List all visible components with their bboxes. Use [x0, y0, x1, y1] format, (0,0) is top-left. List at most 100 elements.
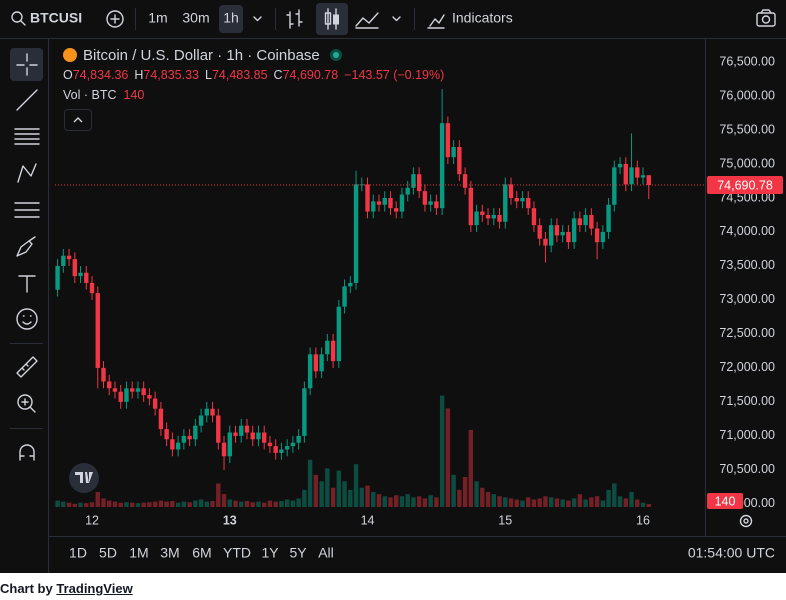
volume-bar: [353, 464, 359, 507]
candle-body: [348, 282, 353, 287]
interval[interactable]: 1m: [148, 10, 167, 26]
candle-body: [147, 395, 152, 399]
range-button[interactable]: YTD: [223, 545, 251, 561]
candle-body: [112, 388, 118, 392]
candle-body: [198, 415, 204, 426]
brush-tool[interactable]: [16, 236, 36, 257]
x-tick-label: 15: [498, 513, 512, 527]
volume-bar: [434, 497, 439, 507]
candles-style: [324, 12, 332, 25]
range-button[interactable]: 5D: [99, 545, 117, 561]
volume-bar: [468, 429, 474, 507]
volume-bar: [376, 494, 382, 507]
fib-tool[interactable]: [14, 128, 40, 145]
volume-bar: [233, 500, 238, 507]
candle-body: [462, 174, 468, 188]
volume-bar: [617, 496, 623, 507]
volume-bar: [181, 501, 187, 507]
candle-body: [325, 340, 330, 355]
candle-body: [388, 197, 393, 209]
active-interval: [219, 5, 243, 33]
volume-bar: [485, 492, 491, 507]
clock[interactable]: 01:54:00 UTC: [688, 545, 775, 561]
interval-menu[interactable]: [253, 16, 262, 22]
y-tick-label: 74,000.00: [719, 224, 775, 238]
volume-bar: [600, 500, 606, 507]
candle-body: [646, 175, 651, 185]
volume-bar: [302, 489, 307, 507]
snapshot-button[interactable]: [756, 9, 776, 27]
prediction-tool[interactable]: [14, 202, 40, 218]
footer-link[interactable]: TradingView: [56, 581, 133, 596]
zoom-tool[interactable]: [17, 394, 33, 410]
volume-bar: [554, 498, 560, 507]
volume-bar: [319, 481, 324, 507]
plus-icon: [106, 10, 124, 28]
y-tick-label: 76,500.00: [719, 54, 775, 68]
candle-body: [577, 218, 583, 226]
last-price-label: 74,690.78: [717, 178, 773, 192]
y-tick-label: 75,500.00: [719, 122, 775, 136]
style-menu[interactable]: [392, 16, 401, 22]
candle-body: [589, 214, 594, 229]
market-status-dot: [332, 52, 339, 58]
volume-bar: [394, 495, 399, 507]
volume-bar: [348, 489, 353, 507]
range-button[interactable]: 1D: [69, 545, 87, 561]
magnet-tool[interactable]: [19, 444, 35, 461]
volume-bar: [307, 459, 313, 507]
candle-body: [221, 442, 227, 457]
symbol-search[interactable]: BTCUSI: [11, 10, 82, 26]
ohlc-letter: C: [273, 68, 283, 82]
candle-body: [284, 446, 290, 450]
volume-bar: [399, 496, 405, 507]
text-tool[interactable]: [18, 275, 36, 293]
icon-tool[interactable]: [16, 308, 38, 330]
volume-bar: [548, 497, 554, 507]
active-tool: [10, 48, 43, 81]
settings-icon[interactable]: [739, 514, 753, 528]
volume-bar: [640, 502, 646, 507]
volume-bar: [216, 483, 221, 507]
logo[interactable]: [69, 463, 99, 493]
interval[interactable]: 30m: [182, 10, 209, 26]
bars-style[interactable]: [286, 9, 303, 29]
candle-body: [233, 432, 238, 436]
candle-body: [175, 442, 181, 450]
volume-bar: [365, 485, 370, 507]
volume-bar: [388, 497, 393, 507]
crosshair-tool[interactable]: [16, 53, 38, 76]
volume-bar: [244, 501, 250, 507]
range-button[interactable]: 1Y: [261, 545, 279, 561]
volume-bar: [571, 498, 577, 507]
market-status[interactable]: [329, 49, 342, 61]
range-button[interactable]: All: [318, 545, 334, 561]
trendline-tool[interactable]: [16, 89, 38, 111]
volume-bar: [55, 500, 60, 507]
footer: Chart by TradingView: [0, 581, 133, 596]
candle-body: [497, 214, 502, 222]
interval[interactable]: 1h: [223, 10, 239, 26]
candle-body: [89, 282, 95, 294]
candle-body: [617, 163, 623, 168]
measure-tool[interactable]: [16, 356, 38, 378]
volume-bar: [514, 499, 519, 507]
ohlc-letter: H: [134, 68, 144, 82]
compare-button[interactable]: [106, 10, 124, 28]
range-button[interactable]: 1M: [129, 545, 148, 561]
range-button[interactable]: 6M: [192, 545, 211, 561]
chart: BTCUSI 1m 30m 1h Indicators: [0, 0, 786, 573]
candle-body: [290, 442, 296, 447]
y-tick-label: 71,500.00: [719, 394, 775, 408]
ohlc-value: 74,834.36: [72, 68, 129, 82]
candle-body: [422, 191, 428, 205]
collapse-legend[interactable]: [64, 109, 92, 131]
range-button[interactable]: 3M: [160, 545, 179, 561]
indicators-button[interactable]: Indicators: [427, 10, 513, 29]
range-button[interactable]: 5Y: [289, 545, 307, 561]
pattern-tool[interactable]: [17, 163, 37, 183]
area-style[interactable]: [355, 12, 379, 29]
candle-body: [158, 408, 164, 430]
volume-tag-label: 140: [715, 494, 736, 508]
last-price-tag: [707, 175, 783, 194]
